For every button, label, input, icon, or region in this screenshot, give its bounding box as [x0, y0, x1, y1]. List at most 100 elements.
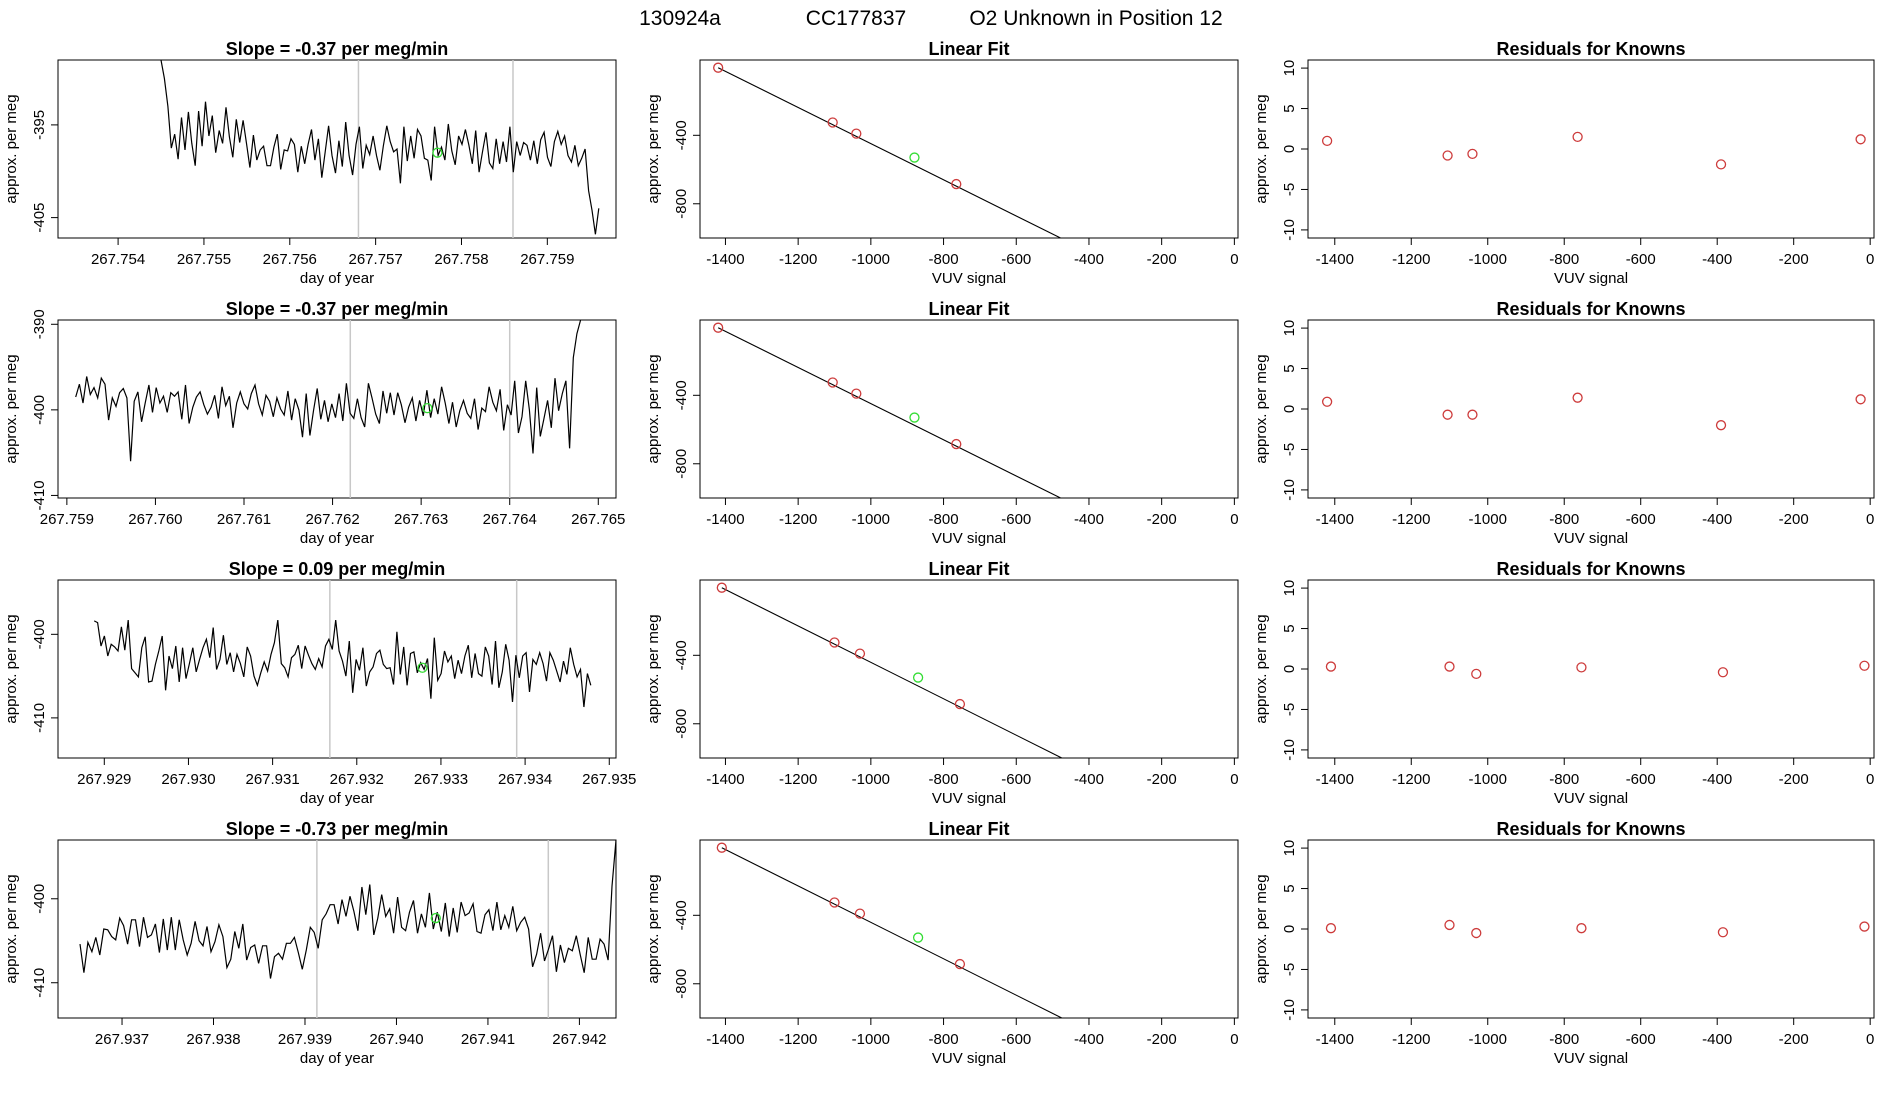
chart-3-x-tick-label: -200: [1779, 251, 1809, 268]
chart-12-x-tick-label: -800: [1549, 1031, 1579, 1048]
chart-3-x-tick-label: 0: [1866, 251, 1874, 268]
chart-9-residual-point: [1325, 661, 1337, 672]
chart-2-plot-area: [713, 62, 1230, 324]
chart-3-x-tick-label: -1400: [1316, 251, 1354, 268]
chart-1-x-tick-label: 267.756: [263, 251, 317, 268]
chart-8-x-tick-label: -1000: [852, 771, 890, 788]
chart-2-x-tick-label: -1000: [852, 251, 890, 268]
chart-4-series-line: [75, 320, 582, 462]
chart-12-y-axis-label: approx. per meg: [1253, 874, 1270, 983]
chart-5-known-point: [1221, 575, 1230, 584]
chart-11-unknown-point: [912, 932, 924, 943]
chart-9-title: Residuals for Knowns: [1496, 559, 1685, 579]
chart-9-y-axis-label: approx. per meg: [1253, 614, 1270, 723]
chart-11-fit-line: [721, 847, 1064, 1018]
chart-8-x-tick-label: -1400: [706, 771, 744, 788]
chart-9-y-tick-label: -10: [1281, 739, 1298, 761]
chart-6-x-tick-label: -600: [1626, 511, 1656, 528]
chart-2-known-point: [951, 178, 962, 190]
chart-9-x-tick-label: -800: [1549, 771, 1579, 788]
chart-9-x-tick-label: -200: [1779, 771, 1809, 788]
chart-3-x-tick-label: -1000: [1469, 251, 1507, 268]
chart-5-known-point: [851, 388, 862, 399]
chart-12-title: Residuals for Knowns: [1496, 819, 1685, 839]
chart-10-y-axis-label: approx. per meg: [3, 874, 20, 983]
chart-7-x-tick-label: 267.931: [245, 771, 299, 788]
chart-12-x-tick-label: -1200: [1392, 1031, 1430, 1048]
chart-12-y-tick-label: 0: [1281, 925, 1298, 933]
chart-8-title: Linear Fit: [928, 559, 1009, 579]
chart-6-x-tick-label: -1200: [1392, 511, 1430, 528]
chart-3-residuals: Residuals for Knowns VUV signal approx. pe…: [1253, 39, 1875, 287]
chart-3-residual-point: [1321, 135, 1333, 147]
chart-4-x-tick-label: 267.763: [394, 511, 448, 528]
chart-5-x-axis-label: VUV signal: [932, 530, 1006, 547]
chart-7-series-line: [93, 620, 592, 708]
chart-2-x-tick-label: -800: [929, 251, 959, 268]
chart-10-time-series: Slope = -0.73 per meg/min day of year appr…: [3, 819, 617, 1067]
chart-6-plot-frame: [1307, 319, 1875, 499]
chart-11-y-axis-label: approx. per meg: [645, 874, 662, 983]
chart-10-x-tick-label: 267.937: [95, 1031, 149, 1048]
chart-7-y-axis-label: approx. per meg: [3, 614, 20, 723]
chart-2-known-point: [1221, 315, 1230, 324]
chart-3-y-tick-label: 5: [1281, 104, 1298, 112]
chart-11-x-tick-label: -1200: [779, 1031, 817, 1048]
chart-5-x-tick-label: -1000: [852, 511, 890, 528]
chart-11-y-tick-label: -800: [673, 969, 690, 999]
chart-1-unknown-point: [432, 147, 443, 158]
chart-3-residual-point: [1467, 148, 1478, 160]
chart-3-residual-point: [1715, 159, 1727, 170]
chart-2-x-tick-label: -1400: [706, 251, 744, 268]
chart-8-x-tick-label: -600: [1001, 771, 1031, 788]
chart-8-known-point: [829, 637, 840, 648]
chart-4-plot-area: [75, 320, 582, 498]
chart-7-x-tick-label: 267.934: [498, 771, 552, 788]
chart-5-fit-line: [717, 327, 1062, 498]
chart-10-y-tick-label: -410: [31, 968, 48, 998]
chart-2-y-axis-label: approx. per meg: [645, 94, 662, 203]
chart-7-plot-area: [93, 580, 592, 758]
chart-12-plot-area: [1325, 919, 1870, 939]
chart-3-y-tick-label: 10: [1281, 60, 1298, 77]
chart-11-plot-frame: [699, 839, 1239, 1019]
chart-8-known-point: [854, 648, 866, 659]
chart-8-x-tick-label: -200: [1147, 771, 1177, 788]
chart-2-y-tick-label: -400: [673, 120, 690, 150]
chart-5-title: Linear Fit: [928, 299, 1009, 319]
chart-12-residual-point: [1859, 921, 1870, 932]
chart-8-x-tick-label: -800: [929, 771, 959, 788]
chart-6-y-tick-label: -10: [1281, 479, 1298, 501]
chart-5-x-tick-label: -400: [1074, 511, 1104, 528]
chart-8-x-tick-label: 0: [1230, 771, 1238, 788]
chart-9-y-tick-label: 10: [1281, 580, 1298, 597]
chart-6-x-tick-label: -800: [1549, 511, 1579, 528]
chart-7-x-tick-label: 267.930: [161, 771, 215, 788]
chart-8-y-tick-label: -800: [673, 709, 690, 739]
chart-9-x-tick-label: -400: [1702, 771, 1732, 788]
chart-8-x-tick-label: -1200: [779, 771, 817, 788]
chart-3-plot-frame: [1307, 59, 1875, 239]
chart-3-x-tick-label: -800: [1549, 251, 1579, 268]
chart-9-residuals: Residuals for Knowns VUV signal approx. pe…: [1253, 559, 1875, 807]
chart-4-unknown-point: [422, 402, 433, 414]
chart-4-x-tick-label: 267.761: [217, 511, 271, 528]
chart-11-plot-area: [716, 842, 1233, 1100]
chart-5-x-tick-label: -200: [1147, 511, 1177, 528]
chart-3-residual-point: [1572, 131, 1583, 143]
chart-6-y-axis-label: approx. per meg: [1253, 354, 1270, 463]
chart-8-unknown-point: [912, 672, 924, 683]
chart-2-unknown-point: [909, 152, 920, 163]
chart-1-x-tick-label: 267.754: [91, 251, 145, 268]
chart-11-y-tick-label: -400: [673, 900, 690, 930]
chart-8-known-point: [1224, 835, 1233, 844]
chart-6-residual-point: [1572, 392, 1583, 403]
chart-1-y-axis-label: approx. per meg: [3, 94, 20, 203]
chart-6-residuals: Residuals for Knowns VUV signal approx. pe…: [1253, 299, 1875, 547]
chart-11-known-point: [1224, 1095, 1233, 1100]
chart-1-x-tick-label: 267.759: [520, 251, 574, 268]
page-title-part-3: O2 Unknown in Position 12: [969, 7, 1222, 30]
chart-6-title: Residuals for Knowns: [1496, 299, 1685, 319]
chart-2-title: Linear Fit: [928, 39, 1009, 59]
chart-5-unknown-point: [909, 412, 920, 423]
